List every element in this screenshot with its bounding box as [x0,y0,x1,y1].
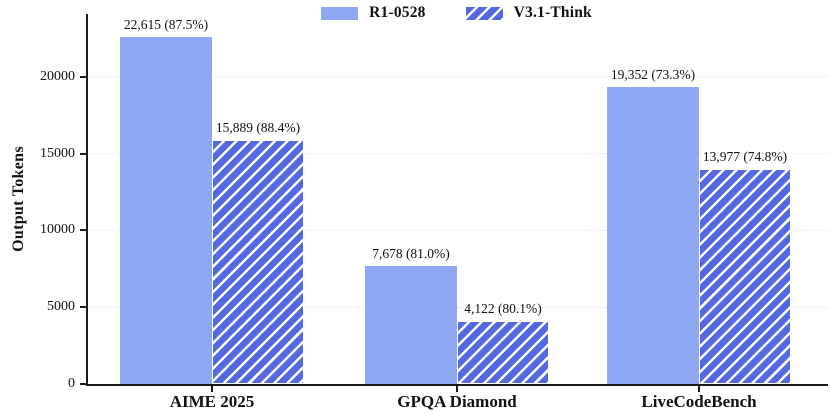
x-category-label-livecodebench: LiveCodeBench [641,392,757,411]
x-tick-mark-livecodebench [698,386,700,392]
y-tick-mark-10000 [80,229,86,232]
x-tick-mark-gpqa-diamond [456,386,458,392]
y-axis-title: Output Tokens [10,146,27,252]
gridline-10000 [88,229,828,231]
y-tick-mark-0 [80,383,86,385]
legend-item-r1-0528: R1-0528 [321,4,426,22]
legend: R1-0528 V3.1-Think [86,2,827,24]
y-tick-label-10000: 10000 [40,222,75,238]
bar-value-label-v3-1-think-livecodebench: 13,977 (74.8%) [702,149,788,165]
legend-item-v3-1-think: V3.1-Think [465,4,592,22]
x-category-label-gpqa-diamond: GPQA Diamond [397,392,517,411]
bar-value-label-r1-0528-aime-2025: 22,615 (87.5%) [123,16,209,32]
legend-swatch-solid [321,6,359,20]
y-tick-label-20000: 20000 [40,68,75,84]
y-tick-mark-5000 [80,306,86,309]
bar-r1-0528-aime-2025 [120,36,212,384]
legend-label-r1-0528: R1-0528 [369,4,426,21]
y-tick-label-15000: 15000 [40,145,75,161]
y-tick-label-0: 0 [68,376,75,391]
bar-v3-1-think-gpqa-diamond [457,320,549,384]
x-tick-mark-aime-2025 [211,386,213,392]
x-category-label-aime-2025: AIME 2025 [169,392,255,411]
bar-v3-1-think-aime-2025 [212,140,304,384]
bar-value-label-v3-1-think-aime-2025: 15,889 (88.4%) [215,120,301,136]
plot-area: 0 5000 10000 15000 20000 22,615 (87.5%) 7,678 … [40,14,828,411]
bar-r1-0528-gpqa-diamond [365,266,457,384]
bar-value-label-v3-1-think-gpqa-diamond: 4,122 (80.1%) [464,300,542,316]
y-tick-mark-15000 [80,152,86,155]
legend-label-v3-1-think: V3.1-Think [513,4,592,21]
bar-r1-0528-livecodebench [607,86,699,384]
gridline-15000 [88,153,828,155]
gridline-20000 [88,76,828,78]
y-tick-mark-20000 [80,75,86,78]
bar-value-label-r1-0528-livecodebench: 19,352 (73.3%) [610,66,696,82]
bar-value-label-r1-0528-gpqa-diamond: 7,678 (81.0%) [372,246,450,262]
y-tick-label-5000: 5000 [47,299,75,315]
gridline-5000 [88,306,828,308]
legend-swatch-hatched [465,6,503,20]
bar-v3-1-think-livecodebench [699,169,791,384]
